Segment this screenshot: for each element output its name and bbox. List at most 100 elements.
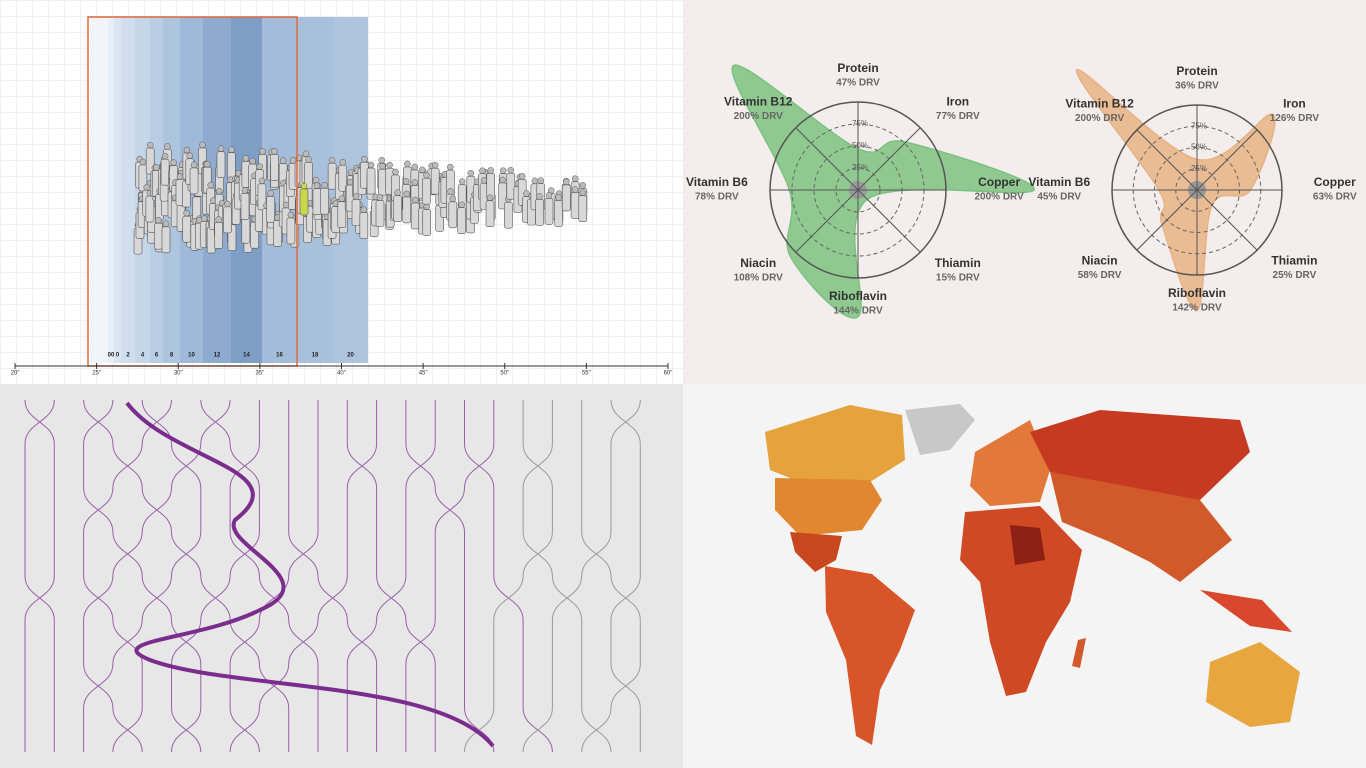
axis-label: Niacin	[740, 256, 776, 270]
value-label: 200% DRV	[974, 192, 1024, 203]
braid-strand	[229, 400, 319, 752]
figure-head	[431, 161, 439, 169]
figure-head	[378, 156, 386, 164]
figure-head	[241, 187, 249, 194]
figure	[304, 156, 313, 189]
axis-label: Thiamin	[1271, 254, 1317, 268]
figure-body	[570, 192, 580, 219]
figure-head	[447, 163, 454, 171]
figure-head	[321, 181, 328, 189]
figure	[216, 145, 226, 179]
x-tick-label: 60"	[664, 371, 673, 377]
size-label: 16	[276, 353, 283, 359]
figure-head	[279, 157, 287, 164]
figure	[578, 189, 588, 223]
r-tick-label: 75%	[1191, 121, 1207, 130]
figure	[182, 209, 191, 243]
braid-strand	[229, 400, 378, 753]
figure-head	[161, 152, 169, 160]
axis-label: Vitamin B6	[686, 175, 748, 189]
figure	[337, 195, 347, 228]
value-label: 45% DRV	[1037, 192, 1081, 203]
figure-head	[423, 171, 430, 179]
figure-head	[249, 157, 256, 165]
figure-head	[537, 177, 545, 184]
axis-label: Copper	[1314, 175, 1356, 189]
figure-body	[485, 200, 495, 228]
figure-head	[339, 158, 347, 166]
figure-head	[224, 200, 231, 208]
figure-head	[139, 158, 147, 166]
value-label: 25% DRV	[1273, 270, 1317, 281]
figure-body	[448, 201, 458, 229]
x-tick-label: 25"	[92, 371, 101, 377]
axis-label: Riboflavin	[829, 289, 887, 303]
figure-head	[536, 193, 543, 200]
figure	[375, 194, 385, 227]
figure-head	[183, 146, 191, 154]
figure	[359, 206, 369, 239]
figure-head	[271, 148, 278, 155]
figure-body	[544, 198, 554, 225]
figure	[257, 177, 267, 211]
figure-head	[207, 181, 214, 189]
figure-body	[206, 226, 216, 254]
figure-head	[487, 167, 495, 174]
country	[765, 405, 905, 482]
value-label: 58% DRV	[1078, 270, 1122, 281]
figure-body	[182, 215, 191, 243]
figure-body	[457, 207, 466, 235]
figure	[393, 189, 403, 222]
figure	[561, 178, 571, 212]
r-tick-label: 25%	[1191, 164, 1207, 173]
figure-body	[375, 200, 385, 227]
x-tick-label: 40"	[337, 371, 346, 377]
figure-body	[351, 199, 361, 226]
size-label: 2	[126, 353, 130, 359]
value-label: 63% DRV	[1313, 192, 1357, 203]
country	[1010, 525, 1045, 565]
figure-head	[313, 182, 321, 189]
figure	[366, 161, 376, 195]
figure-body	[312, 188, 322, 215]
figure-head	[300, 182, 308, 190]
figure-head	[367, 161, 375, 169]
figure-head	[170, 159, 177, 166]
figure-body	[216, 151, 226, 179]
size-label: 12	[214, 353, 221, 359]
figure-head	[579, 182, 587, 189]
value-label: 200% DRV	[1075, 113, 1125, 124]
figure-head	[204, 160, 211, 168]
axis-label: Vitamin B12	[1065, 97, 1134, 111]
figure-head	[217, 145, 225, 152]
figure-head	[507, 166, 515, 174]
axis-label: Vitamin B6	[1028, 175, 1090, 189]
figure-head	[480, 177, 488, 184]
radar-area	[731, 64, 1035, 319]
figure-head	[531, 177, 539, 185]
x-tick-label: 50"	[500, 371, 509, 377]
figure	[422, 203, 432, 236]
country	[1030, 410, 1250, 500]
figure-head	[267, 190, 274, 197]
figure-head	[545, 192, 553, 199]
figure-head	[361, 155, 368, 163]
country	[790, 532, 842, 572]
country	[960, 506, 1082, 696]
spoke	[1136, 129, 1198, 191]
figure-head	[190, 161, 198, 169]
figure-head	[200, 215, 208, 222]
value-label: 142% DRV	[1172, 303, 1222, 314]
figure	[138, 158, 148, 192]
figure-body	[554, 200, 563, 227]
figure	[160, 152, 170, 186]
r-tick-label: 25%	[852, 163, 868, 172]
figure	[544, 192, 554, 225]
figure-body	[422, 177, 431, 205]
figure-body	[402, 196, 412, 224]
figure-head	[258, 177, 266, 185]
figure-head	[287, 211, 295, 219]
figure-head	[360, 206, 368, 213]
figure-body	[161, 226, 171, 254]
figure-head	[338, 195, 346, 202]
